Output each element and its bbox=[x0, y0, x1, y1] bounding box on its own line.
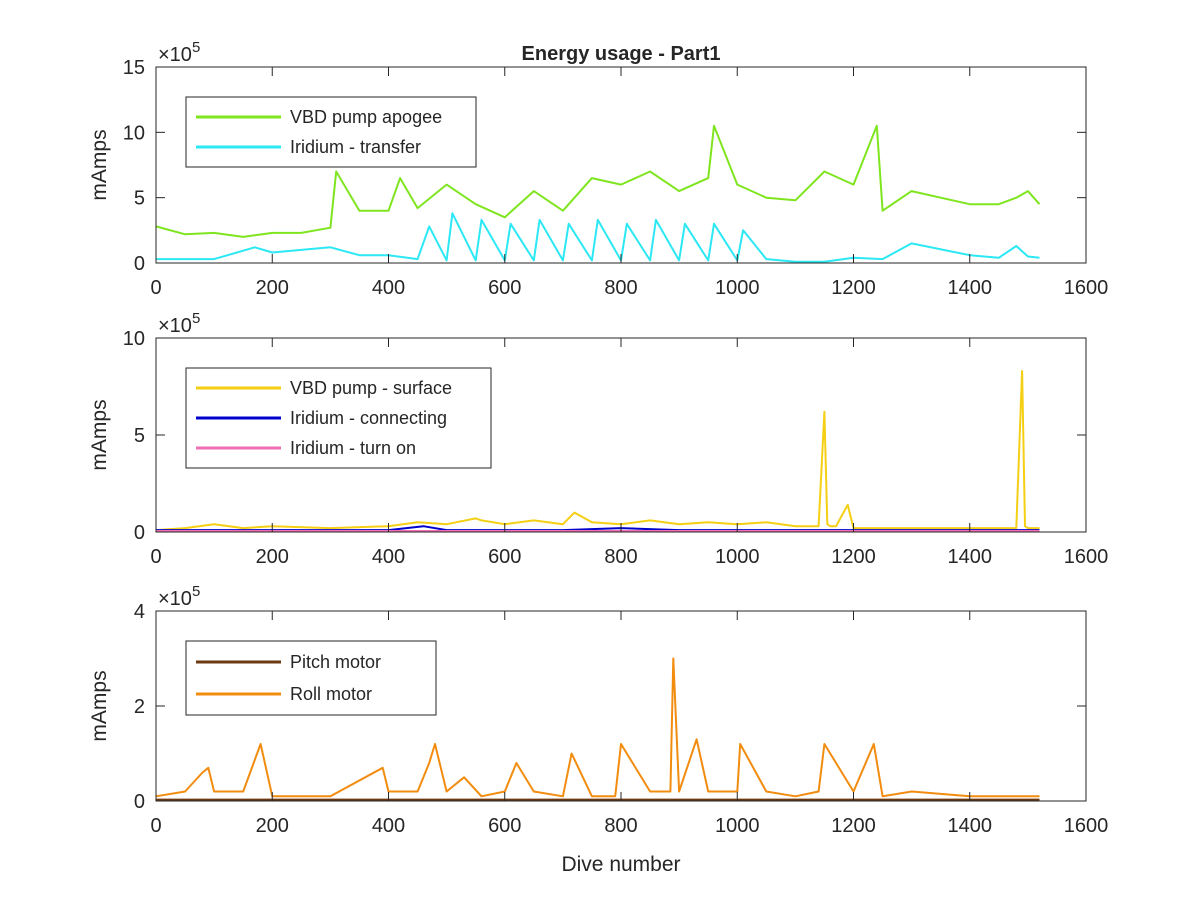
chart-title: Energy usage - Part1 bbox=[522, 43, 721, 65]
legend-label-2: Roll motor bbox=[290, 684, 372, 704]
legend-box bbox=[185, 640, 437, 716]
y-tick-label: 4 bbox=[134, 601, 145, 623]
legend-label-2: Iridium - connecting bbox=[290, 408, 447, 428]
x-tick-label: 1200 bbox=[831, 546, 876, 568]
x-tick-label: 0 bbox=[150, 546, 161, 568]
x-tick-label: 1000 bbox=[715, 546, 760, 568]
y-tick-label: 15 bbox=[123, 57, 145, 79]
x-tick-label: 200 bbox=[256, 815, 289, 837]
x-tick-label: 1600 bbox=[1064, 815, 1109, 837]
y-tick-label: 5 bbox=[134, 188, 145, 210]
legend-box bbox=[185, 96, 477, 168]
y-tick-label: 2 bbox=[134, 696, 145, 718]
y-exponent-base: ×10 bbox=[158, 588, 192, 610]
x-tick-label: 1000 bbox=[715, 815, 760, 837]
y-tick-label: 10 bbox=[123, 328, 145, 350]
chart-layer: 0 200 400 600 800 1000 1200 1400 1600051015×105m… bbox=[88, 39, 1108, 876]
y-tick-label: 5 bbox=[134, 425, 145, 447]
chart-panel-3: 0 200 400 600 800 1000 1200 1400 1600 0 2 4 ×105 mAmp… bbox=[88, 583, 1108, 876]
x-axis-label: Dive number bbox=[561, 853, 680, 876]
legend-label-2: Iridium - transfer bbox=[290, 137, 421, 157]
x-tick-label: 1400 bbox=[948, 546, 993, 568]
chart-panel-2: 0 200 400 600 800 1000 1200 1400 16000510×105mAm… bbox=[88, 310, 1108, 568]
x-tick-label: 400 bbox=[372, 546, 405, 568]
y-axis-label: mAmps bbox=[88, 129, 111, 200]
y-tick-label: 0 bbox=[134, 791, 145, 813]
x-tick-label: 1200 bbox=[831, 815, 876, 837]
x-tick-label: 1200 bbox=[831, 277, 876, 299]
x-tick-label: 1400 bbox=[948, 815, 993, 837]
y-exponent-power: 5 bbox=[192, 310, 200, 327]
series-line-1 bbox=[155, 124, 1041, 238]
y-exponent-label: ×105 bbox=[158, 310, 200, 337]
legend-label-1: Pitch motor bbox=[290, 652, 381, 672]
legend-label-1: VBD pump apogee bbox=[290, 107, 442, 127]
x-tick-label: 1600 bbox=[1064, 277, 1109, 299]
x-tick-label: 800 bbox=[604, 546, 637, 568]
y-axis-label: mAmps bbox=[88, 399, 111, 470]
y-tick-label: 10 bbox=[123, 122, 145, 144]
y-exponent-base: ×10 bbox=[158, 315, 192, 337]
chart-panel-1: 0 200 400 600 800 1000 1200 1400 1600051015×105m… bbox=[88, 39, 1108, 299]
y-exponent-power: 5 bbox=[192, 583, 200, 600]
y-exponent-label: ×105 bbox=[158, 583, 200, 610]
legend-label-1: VBD pump - surface bbox=[290, 378, 452, 398]
y-axis-label: mAmps bbox=[88, 670, 111, 741]
y-exponent-power: 5 bbox=[192, 39, 200, 56]
series-line-1 bbox=[155, 370, 1040, 532]
series-line-2 bbox=[155, 657, 1040, 798]
y-exponent-base: ×10 bbox=[158, 44, 192, 66]
x-tick-label: 0 bbox=[150, 815, 161, 837]
x-tick-label: 800 bbox=[604, 277, 637, 299]
x-tick-label: 800 bbox=[604, 815, 637, 837]
x-tick-label: 0 bbox=[150, 277, 161, 299]
y-tick-label: 0 bbox=[134, 522, 145, 544]
x-tick-label: 1400 bbox=[948, 277, 993, 299]
x-tick-label: 600 bbox=[488, 815, 521, 837]
x-tick-label: 600 bbox=[488, 277, 521, 299]
x-tick-label: 1600 bbox=[1064, 546, 1109, 568]
x-tick-label: 200 bbox=[256, 546, 289, 568]
x-tick-label: 200 bbox=[256, 277, 289, 299]
x-tick-label: 400 bbox=[372, 277, 405, 299]
y-exponent-label: ×105 bbox=[158, 39, 200, 66]
x-tick-label: 1000 bbox=[715, 277, 760, 299]
y-tick-label: 0 bbox=[134, 253, 145, 275]
x-tick-label: 600 bbox=[488, 546, 521, 568]
legend-label-3: Iridium - turn on bbox=[290, 438, 416, 458]
x-tick-label: 400 bbox=[372, 815, 405, 837]
